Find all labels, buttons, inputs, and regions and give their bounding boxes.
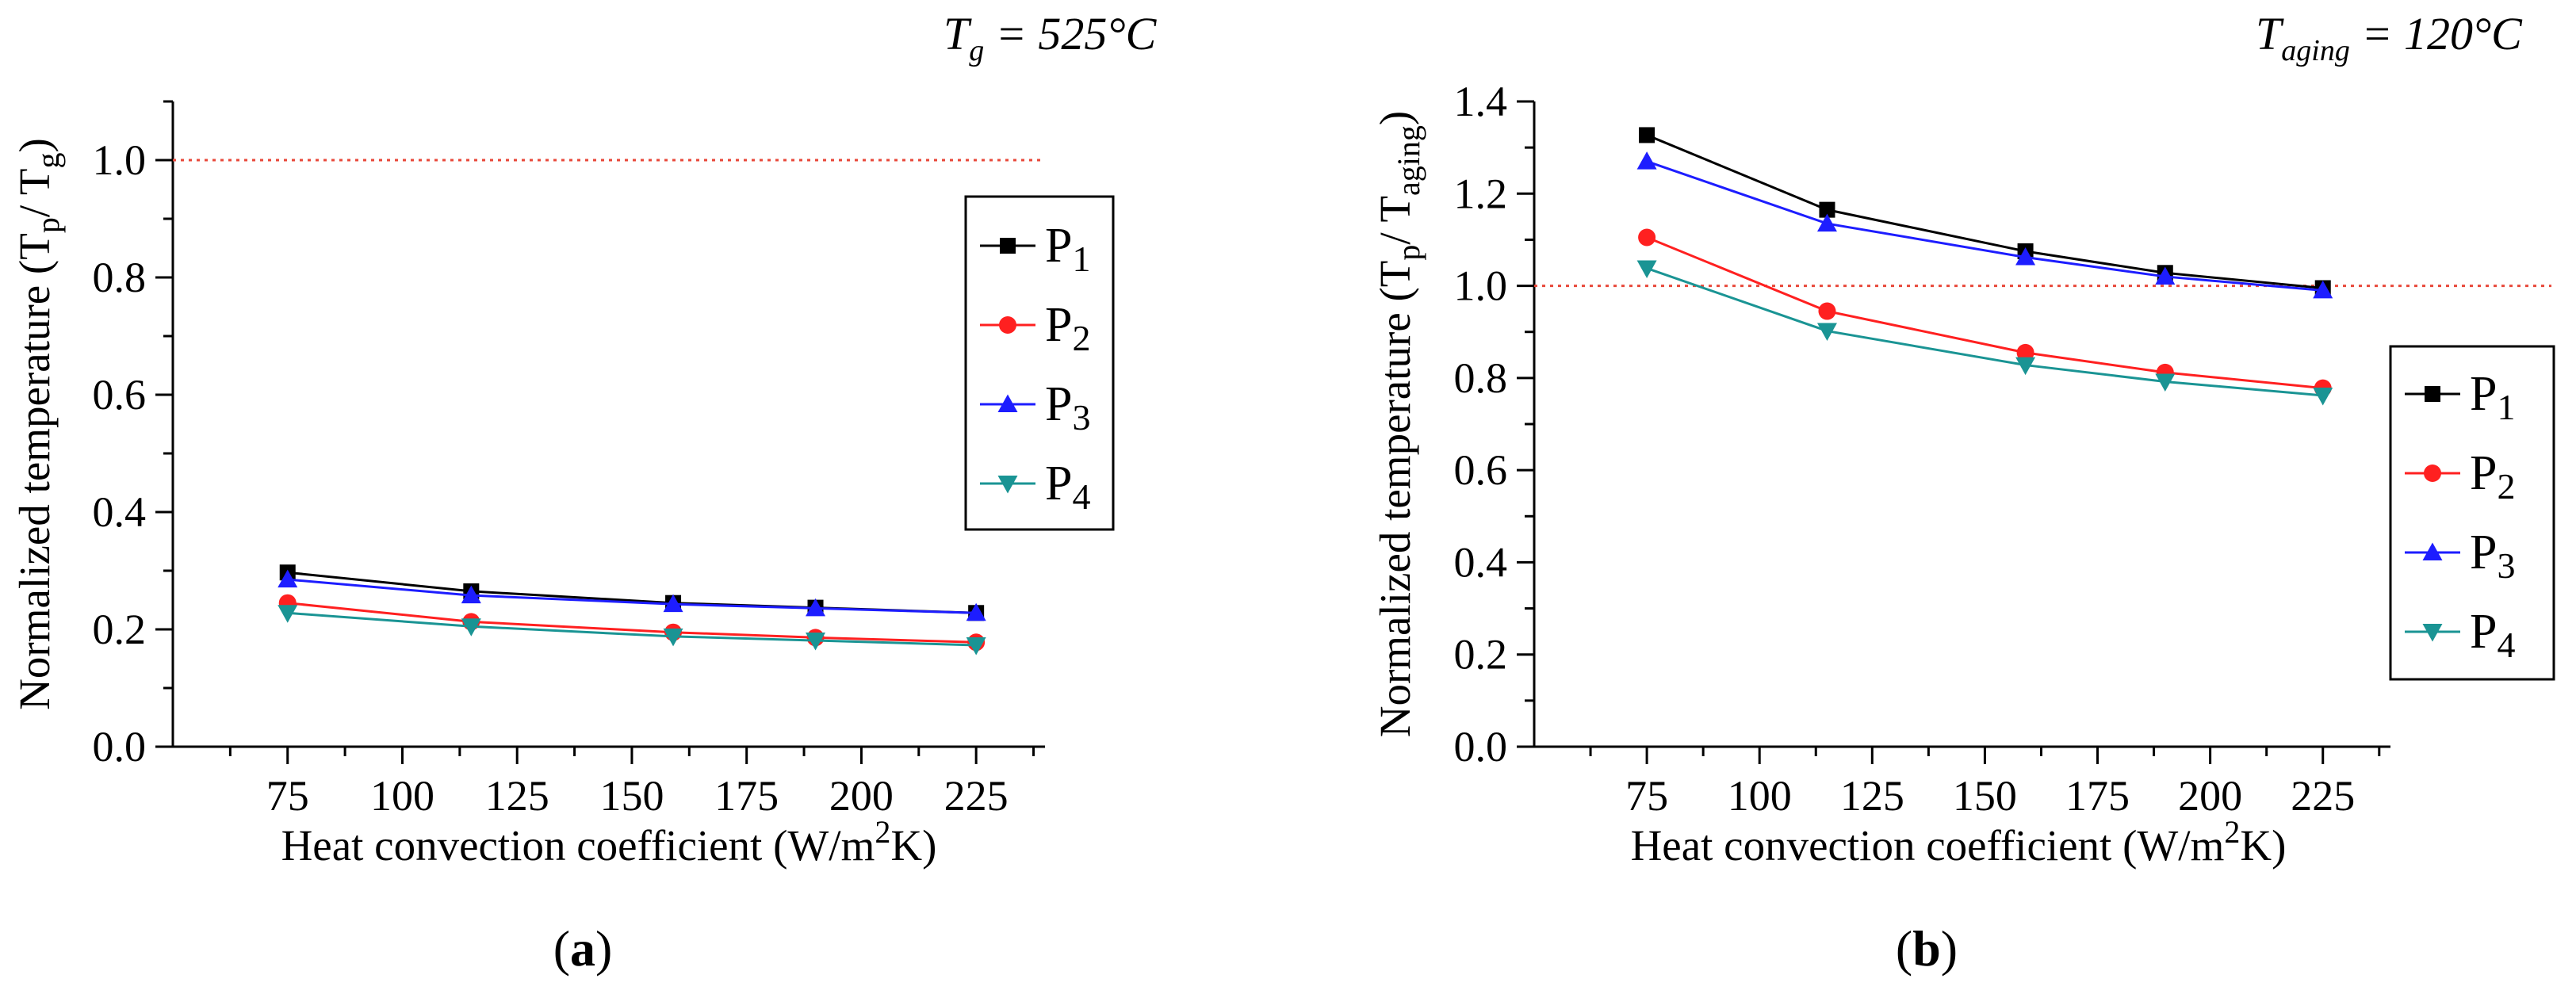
data-point-p2	[1638, 228, 1656, 247]
x-tick-label: 175	[714, 772, 779, 820]
legend-label-p1: P1	[2470, 367, 2515, 427]
legend-label-p4: P4	[2470, 605, 2515, 665]
data-point-p4	[2015, 357, 2036, 376]
chart-panel-a: 75 100 125 150 175 200 225 0.0 0.2 0.4 0.6 0.8 1.0 P1…	[10, 8, 1158, 977]
x-tick-label: 150	[1953, 772, 2017, 820]
legend-label-p4: P4	[1045, 457, 1090, 517]
x-tick-label: 225	[2291, 772, 2355, 820]
x-tick-label: 125	[1840, 772, 1904, 820]
data-point-p2	[2016, 343, 2034, 361]
data-point-p3	[2313, 280, 2333, 299]
x-tick-label: 100	[370, 772, 434, 820]
temperature-annotation: Tg = 525°C	[944, 8, 1158, 67]
y-tick-label: 0.6	[1454, 446, 1508, 494]
y-tick-label: 1.4	[1454, 78, 1508, 125]
series-line-p3	[1646, 160, 2323, 292]
x-tick-label: 200	[829, 772, 894, 820]
series-line-p3	[287, 578, 977, 614]
data-point-p3	[278, 569, 298, 588]
x-axis-title: Heat convection coefficient (W/m2K)	[281, 814, 937, 870]
data-point-p3	[966, 602, 986, 621]
y-tick-label: 1.0	[1454, 262, 1508, 310]
x-tick-label: 75	[1625, 772, 1668, 820]
series-line-p1	[287, 571, 977, 614]
legend-marker	[2424, 465, 2441, 482]
data-point-p1	[1819, 201, 1835, 218]
legend-marker	[999, 316, 1016, 334]
data-point-p3	[2015, 247, 2036, 266]
x-tick-label: 225	[944, 772, 1009, 820]
data-point-p4	[1636, 260, 1657, 278]
data-point-p4	[2155, 373, 2176, 392]
legend-label-p3: P3	[2470, 526, 2515, 586]
legend-label-p2: P2	[2470, 446, 2515, 507]
data-point-p4	[1816, 323, 1837, 342]
data-point-p1	[1639, 127, 1655, 143]
y-tick-label: 0.0	[93, 723, 147, 770]
x-tick-label: 200	[2178, 772, 2242, 820]
y-tick-label: 0.2	[93, 606, 147, 653]
legend-box	[2389, 345, 2555, 681]
data-point-p3	[2155, 266, 2176, 285]
y-tick-label: 0.8	[1454, 354, 1508, 402]
data-point-p4	[966, 637, 986, 656]
y-tick-label: 0.8	[93, 254, 147, 301]
x-axis-title: Heat convection coefficient (W/m2K)	[1631, 814, 2287, 870]
y-axis-title: Normalized temperature (Tp/ Taging)	[1371, 111, 1426, 738]
y-tick-label: 0.4	[93, 488, 147, 536]
y-axis-title: Normalized temperature (Tp/ Tg)	[10, 138, 66, 710]
legend-marker	[2422, 542, 2443, 560]
panel-caption: (a)	[553, 920, 613, 977]
data-point-p3	[806, 598, 826, 617]
y-tick-label: 1.0	[93, 136, 147, 184]
series-line-p2	[1646, 236, 2323, 390]
data-point-p4	[806, 633, 826, 651]
y-tick-label: 1.2	[1454, 170, 1508, 217]
x-tick-label: 100	[1728, 772, 1792, 820]
y-tick-label: 0.2	[1454, 631, 1508, 679]
x-tick-label: 75	[266, 772, 309, 820]
data-point-p4	[2313, 387, 2333, 406]
data-point-p4	[461, 618, 481, 637]
legend-marker	[997, 394, 1018, 412]
y-tick-label: 0.0	[1454, 723, 1508, 770]
x-tick-label: 150	[599, 772, 664, 820]
data-point-p3	[663, 594, 683, 613]
legend-marker	[2422, 624, 2443, 642]
data-point-p3	[1636, 151, 1657, 170]
series-line-p1	[1646, 134, 2323, 289]
data-point-p3	[461, 585, 481, 604]
data-point-p4	[278, 605, 298, 623]
legend-label-p3: P3	[1045, 377, 1090, 438]
legend-label-p2: P2	[1045, 298, 1090, 358]
series-line-p4	[1646, 267, 2323, 397]
legend-marker	[1000, 238, 1016, 254]
chart-panel-b: 75 100 125 150 175 200 225 0.0 0.2 0.4 0.6 0.8 1.0 1.…	[1371, 8, 2555, 977]
data-point-p2	[1818, 302, 1836, 320]
legend-box	[964, 195, 1115, 531]
x-tick-label: 125	[485, 772, 549, 820]
legend-marker	[997, 476, 1018, 494]
data-point-p3	[1816, 213, 1837, 232]
temperature-annotation: Taging = 120°C	[2256, 8, 2523, 67]
y-tick-label: 0.6	[93, 371, 147, 419]
panel-caption: (b)	[1896, 920, 1958, 977]
legend-marker	[2425, 386, 2440, 402]
x-tick-label: 175	[2065, 772, 2130, 820]
data-point-p4	[663, 628, 683, 647]
legend-label-p1: P1	[1045, 219, 1090, 279]
y-tick-label: 0.4	[1454, 538, 1508, 586]
